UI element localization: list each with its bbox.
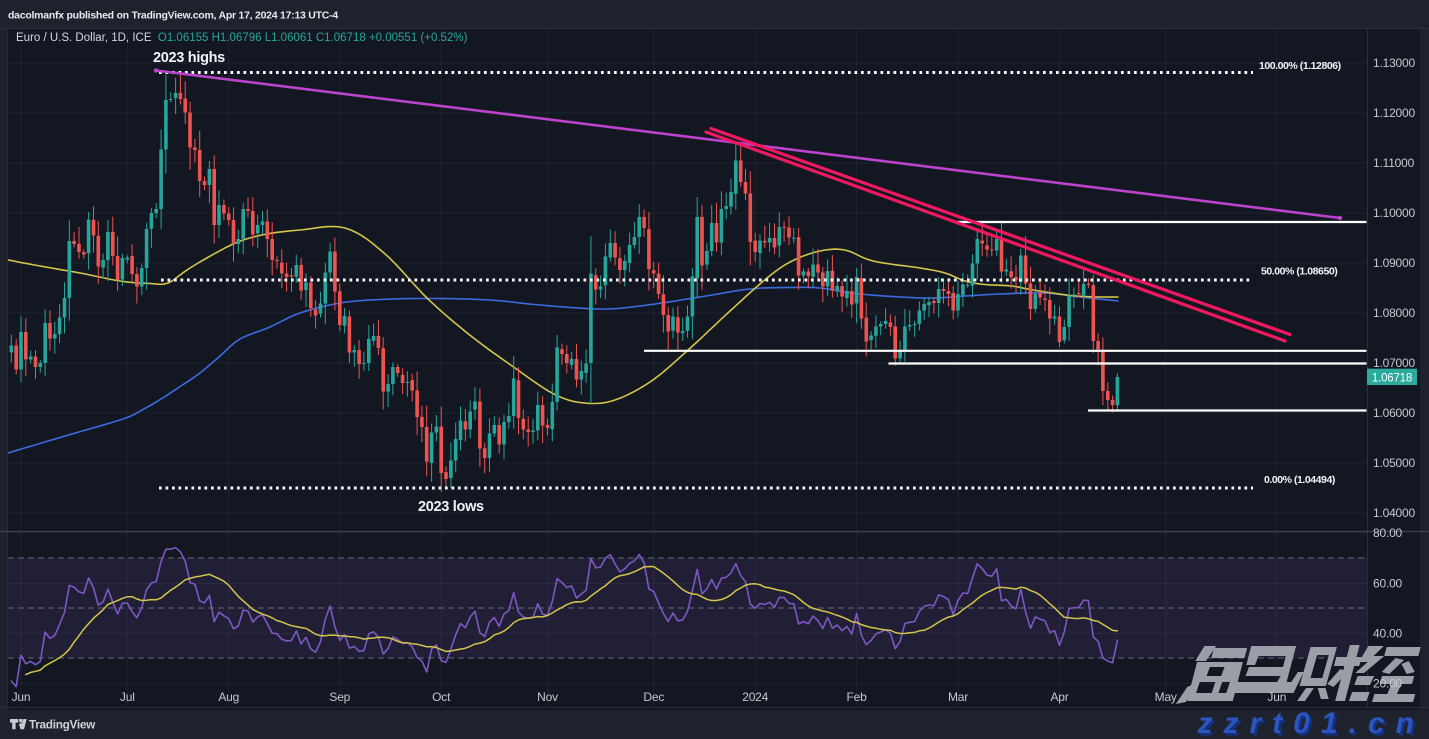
svg-text:1.07000: 1.07000 [1373, 356, 1416, 370]
svg-text:1.04000: 1.04000 [1373, 506, 1416, 520]
svg-text:Jul: Jul [120, 690, 135, 704]
svg-text:Feb: Feb [847, 690, 868, 704]
svg-text:Sep: Sep [329, 690, 350, 704]
svg-text:80.00: 80.00 [1373, 526, 1403, 540]
svg-text:2023 lows: 2023 lows [418, 499, 484, 515]
svg-text:Nov: Nov [537, 690, 558, 704]
svg-text:1.12000: 1.12000 [1373, 106, 1416, 120]
svg-text:Apr: Apr [1050, 690, 1068, 704]
svg-text:1.08000: 1.08000 [1373, 306, 1416, 320]
svg-text:1.06718: 1.06718 [1372, 373, 1412, 385]
svg-text:Dec: Dec [643, 690, 664, 704]
svg-text:Jun: Jun [12, 690, 31, 704]
svg-text:1.10000: 1.10000 [1373, 206, 1416, 220]
svg-text:Euro / U.S. Dollar, 1D, ICE O: Euro / U.S. Dollar, 1D, ICE O1.06155 H1.… [16, 32, 468, 44]
svg-text:May: May [1155, 690, 1177, 704]
svg-text:Oct: Oct [432, 690, 451, 704]
svg-text:1.09000: 1.09000 [1373, 256, 1416, 270]
svg-text:0.00% (1.04494): 0.00% (1.04494) [1264, 474, 1335, 486]
svg-text:zzrt01.cn: zzrt01.cn [1197, 707, 1425, 739]
svg-text:20.00: 20.00 [1373, 677, 1403, 691]
svg-text:TradingView: TradingView [29, 718, 96, 732]
svg-text:dacolmanfx published on Tradin: dacolmanfx published on TradingView.com,… [8, 10, 338, 22]
svg-text:100.00% (1.12806): 100.00% (1.12806) [1259, 60, 1341, 72]
svg-text:60.00: 60.00 [1373, 577, 1403, 591]
svg-text:Jun: Jun [1267, 690, 1286, 704]
svg-text:2024: 2024 [742, 690, 768, 704]
svg-text:1.11000: 1.11000 [1373, 156, 1415, 170]
svg-text:1.05000: 1.05000 [1373, 456, 1416, 470]
svg-text:1.06000: 1.06000 [1373, 406, 1416, 420]
svg-text:Mar: Mar [948, 690, 968, 704]
svg-text:40.00: 40.00 [1373, 627, 1403, 641]
svg-text:zzrt01.cn: zzrt01.cn [1199, 710, 1427, 739]
svg-text:2023 highs: 2023 highs [153, 50, 225, 66]
svg-text:1.13000: 1.13000 [1373, 56, 1416, 70]
svg-text:Aug: Aug [218, 690, 239, 704]
svg-text:50.00% (1.08650): 50.00% (1.08650) [1261, 266, 1337, 278]
